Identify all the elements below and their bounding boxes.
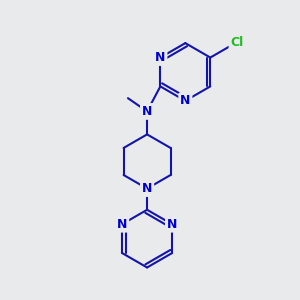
Text: N: N: [142, 182, 152, 195]
Text: N: N: [180, 94, 190, 107]
Text: Cl: Cl: [230, 36, 244, 49]
Text: N: N: [167, 218, 177, 231]
Text: N: N: [155, 51, 166, 64]
Text: N: N: [117, 218, 127, 231]
Text: N: N: [142, 105, 152, 118]
